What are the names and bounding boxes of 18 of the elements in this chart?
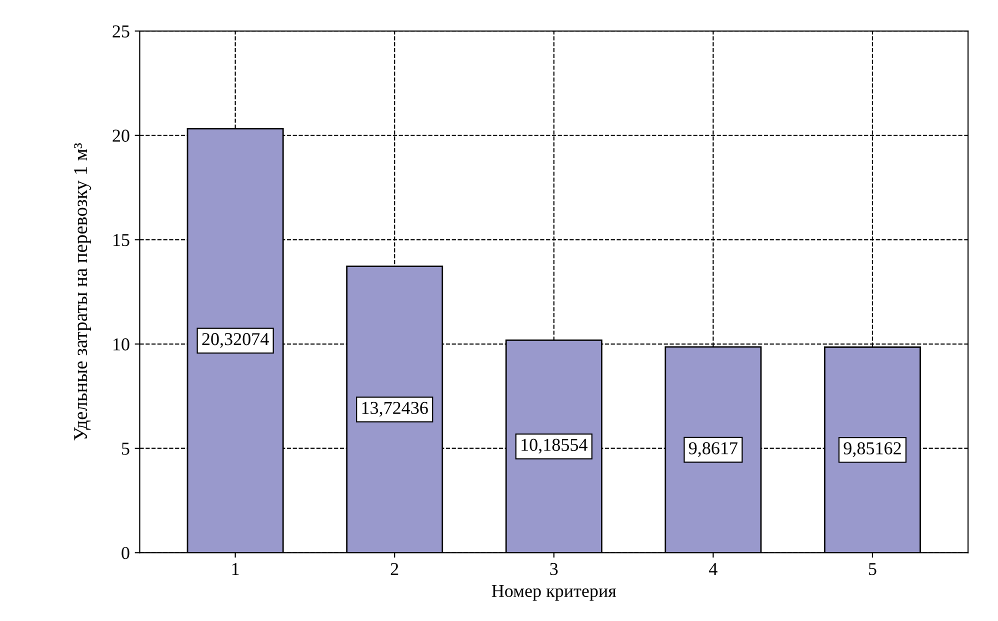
y-tick-label: 15 — [114, 234, 130, 246]
y-tick-label: 25 — [112, 25, 130, 38]
x-tick-label: 2 — [390, 562, 398, 575]
y-tick-label: 20 — [112, 130, 130, 142]
x-axis-title: Номер критерия — [492, 585, 616, 601]
data-label: 9,85162 — [844, 442, 901, 458]
data-label: 9,8617 — [688, 442, 738, 457]
data-label: 20,32074 — [202, 333, 269, 348]
y-tick-label: 5 — [122, 442, 130, 455]
x-tick-label: 5 — [869, 563, 876, 576]
data-label: 10,18554 — [522, 438, 588, 454]
x-tick-label: 4 — [709, 563, 718, 575]
data-label: 13,72436 — [362, 402, 428, 417]
x-tick-label: 1 — [232, 563, 239, 575]
x-tick-label: 3 — [550, 562, 558, 576]
y-tick-label: 10 — [114, 338, 130, 350]
y-axis-title: Удельные затраты на перевозку 1 м³ — [74, 143, 92, 440]
y-tick-label: 0 — [122, 546, 130, 560]
